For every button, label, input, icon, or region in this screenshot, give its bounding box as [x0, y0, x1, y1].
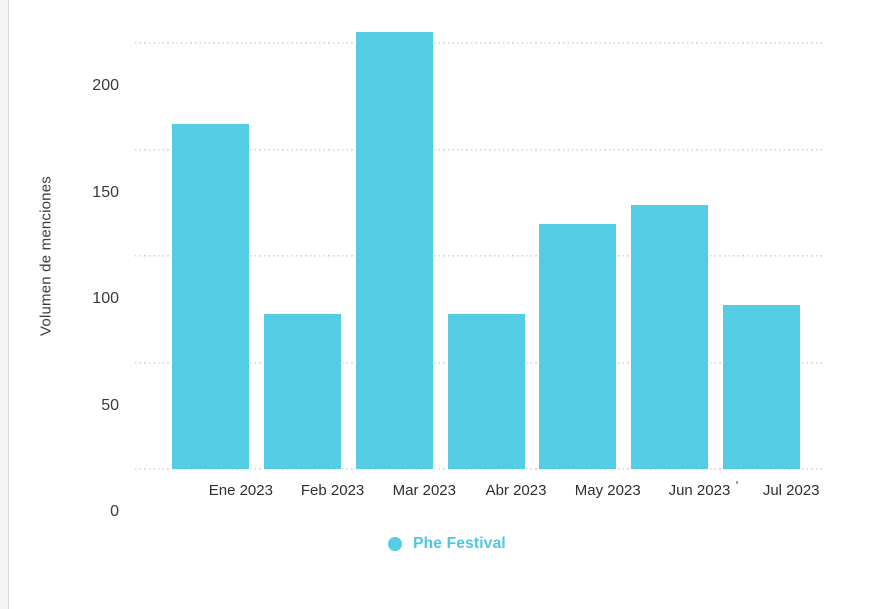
gridline-100	[135, 255, 825, 257]
bar-slot	[532, 224, 624, 469]
x-axis-label-jul-2023: Jul 2023	[762, 482, 820, 499]
y-tick-label-150: 150	[92, 183, 119, 201]
x-axis-label-mar-2023: Mar 2023	[392, 482, 456, 499]
legend-item-phe-festival[interactable]: Phe Festival	[9, 535, 885, 553]
bar-mar-2023[interactable]	[355, 32, 433, 469]
gridline-0	[135, 468, 825, 470]
x-axis-label-jun-2023: Jun 2023	[668, 482, 731, 499]
bar-jun-2023[interactable]	[630, 204, 708, 469]
bar-slot	[257, 313, 349, 469]
bar-slot	[715, 305, 807, 469]
text-cursor-artifact	[736, 481, 738, 484]
bar-slot	[348, 32, 440, 469]
x-axis-label-may-2023: May 2023	[574, 482, 641, 499]
y-tick-label-100: 100	[92, 290, 119, 307]
bar-slot	[165, 123, 257, 469]
bar-chart: Volumen de menciones 0 50 100 150 200 Ene 20…	[9, 0, 885, 609]
gridline-200	[135, 42, 825, 44]
y-tick-label-0: 0	[110, 503, 119, 520]
x-axis-label-abr-2023: Abr 2023	[485, 482, 547, 499]
bar-abr-2023[interactable]	[447, 313, 525, 469]
y-tick-label-200: 200	[92, 77, 119, 94]
legend-label: Phe Festival	[413, 535, 506, 552]
x-axis: Ene 2023 Feb 2023 Mar 2023 Abr 2023 May 2023…	[165, 482, 855, 499]
bar-ene-2023[interactable]	[172, 123, 250, 469]
x-axis-label-feb-2023: Feb 2023	[300, 482, 365, 499]
x-axis-label-ene-2023: Ene 2023	[208, 482, 273, 499]
bar-slot	[624, 204, 716, 469]
y-tick-labels: 0 50 100 150 200	[9, 78, 119, 520]
bar-feb-2023[interactable]	[264, 313, 342, 469]
legend-dot-icon	[388, 537, 403, 551]
plot-area: 0 50 100 150 200	[92, 32, 825, 520]
bars	[165, 32, 807, 469]
bar-slot	[440, 313, 532, 469]
y-tick-label-50: 50	[101, 396, 119, 414]
gridline-150	[135, 148, 825, 151]
left-gutter	[0, 0, 9, 609]
bar-jul-2023[interactable]	[722, 305, 800, 469]
bar-may-2023[interactable]	[539, 224, 617, 469]
x-axis-labels: Ene 2023 Feb 2023 Mar 2023 Abr 2023 May 2023…	[195, 482, 837, 499]
